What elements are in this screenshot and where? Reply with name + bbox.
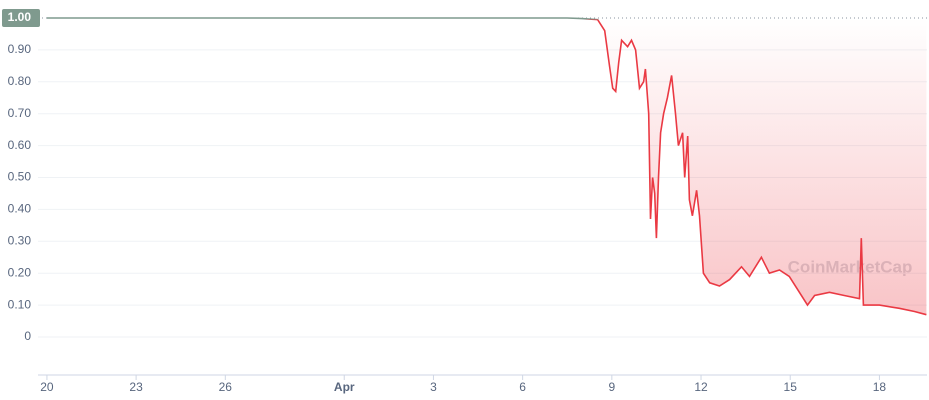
y-tick-label: 0.20 [8, 265, 32, 279]
x-tick-label: 15 [784, 380, 798, 394]
x-tick-label: 23 [129, 380, 143, 394]
y-tick-label: 0.50 [8, 170, 32, 184]
y-tick-label: 1.00 [8, 10, 32, 24]
y-tick-label: 0.10 [8, 297, 32, 311]
x-tick-label: 18 [873, 380, 887, 394]
y-tick-label: 0.60 [8, 138, 32, 152]
x-tick-label: 26 [219, 380, 233, 394]
y-tick-label: 0.30 [8, 233, 32, 247]
x-tick-label: 6 [519, 380, 526, 394]
y-tick-label: 0.90 [8, 42, 32, 56]
x-tick-label: 9 [608, 380, 615, 394]
x-tick-label: Apr [334, 380, 355, 394]
y-tick-label: 0.40 [8, 202, 32, 216]
y-tick-label: 0 [24, 329, 31, 343]
y-tick-label: 0.80 [8, 74, 32, 88]
x-tick-label: 12 [694, 380, 708, 394]
x-tick-label: 20 [40, 380, 54, 394]
y-tick-label: 0.70 [8, 106, 32, 120]
x-tick-label: 3 [430, 380, 437, 394]
area-fill [595, 19, 927, 315]
line [583, 19, 927, 316]
y-label-badge [2, 8, 40, 27]
